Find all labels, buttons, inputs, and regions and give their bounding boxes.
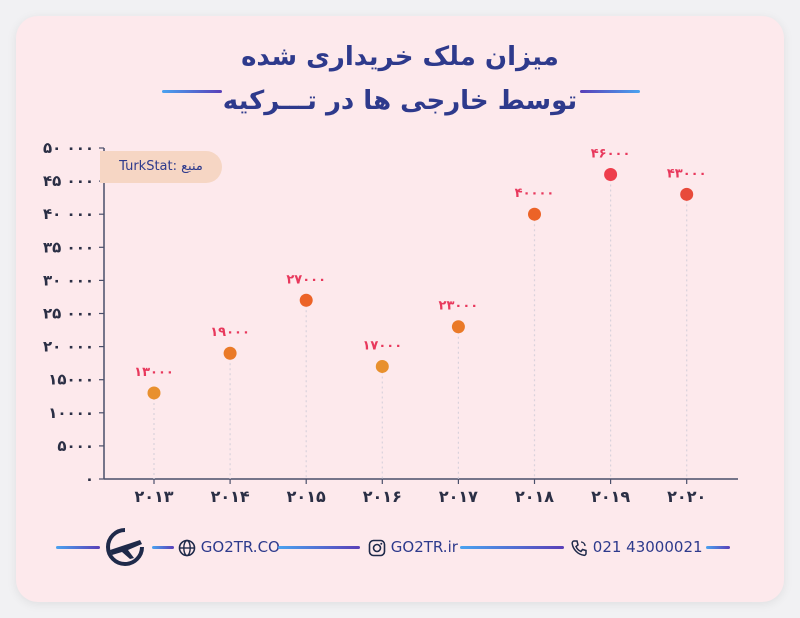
data-point (375, 359, 389, 373)
data-label: ۱۹۰۰۰ (210, 325, 250, 340)
globe-icon (178, 539, 196, 556)
y-tick-label: ۱۰۰۰۰ (48, 404, 94, 422)
x-tick-label: ۲۰۱۸ (515, 487, 554, 506)
x-tick-label: ۲۰۱۷ (439, 487, 478, 506)
footer-line-5 (706, 546, 730, 549)
x-tick-label: ۲۰۱۹ (591, 487, 630, 506)
phone-icon (571, 539, 587, 556)
footer-line-2 (152, 546, 174, 549)
data-point (299, 293, 313, 307)
chart-title-line2: توسط خارجی ها در تـــرکیه (222, 86, 578, 116)
chart-title-line1: میزان ملک خریداری شده (241, 42, 559, 72)
x-tick-label: ۲۰۱۶ (363, 487, 402, 506)
y-tick-label: ۵۰۰۰ (57, 437, 94, 455)
brand-logo (104, 528, 146, 566)
instagram-icon (368, 539, 386, 556)
data-label: ۴۳۰۰۰ (667, 166, 707, 181)
data-label: ۲۳۰۰۰ (439, 299, 479, 314)
x-tick-label: ۲۰۲۰ (667, 487, 706, 506)
x-tick-label: ۲۰۱۴ (211, 487, 250, 506)
data-point (680, 187, 694, 201)
y-tick-label: ۴۰ ۰۰۰ (43, 205, 94, 223)
phone-text: 021 43000021 (592, 538, 703, 556)
y-tick-label: ۵۰ ۰۰۰ (43, 139, 94, 157)
source-badge: منبع :TurkStat (100, 151, 222, 183)
data-label: ۴۰۰۰۰ (515, 186, 555, 201)
y-tick-label: ۲۰ ۰۰۰ (43, 338, 94, 356)
data-label: ۱۳۰۰۰ (134, 365, 174, 380)
data-point (528, 207, 541, 221)
plane-logo-icon (106, 528, 144, 566)
y-tick-label: ۰ (85, 470, 94, 488)
footer-line-4 (460, 546, 564, 549)
x-tick-label: ۲۰۱۳ (134, 487, 173, 506)
footer-phone[interactable]: 021 43000021 (570, 534, 703, 560)
y-tick-label: ۳۵ ۰۰۰ (43, 238, 94, 256)
footer-line-3 (278, 546, 360, 549)
footer-instagram[interactable]: GO2TR.ir (368, 534, 458, 560)
title-deco-left-top (162, 90, 222, 93)
data-label: ۱۷۰۰۰ (362, 338, 402, 353)
y-tick-label: ۲۵ ۰۰۰ (43, 305, 94, 323)
data-point (223, 346, 237, 360)
title-deco-right-top (580, 90, 640, 93)
y-tick-label: ۱۵۰۰۰ (48, 371, 94, 389)
website-text: GO2TR.CO (200, 538, 280, 556)
data-point (604, 167, 618, 181)
data-point (147, 386, 161, 400)
y-tick-label: ۴۵ ۰۰۰ (43, 172, 94, 190)
card-container (16, 16, 784, 602)
data-point (451, 320, 465, 334)
footer-website[interactable]: GO2TR.CO (178, 534, 280, 560)
footer-line-1 (56, 546, 100, 549)
instagram-text: GO2TR.ir (390, 538, 458, 556)
y-tick-label: ۳۰ ۰۰۰ (43, 271, 94, 289)
data-label: ۲۷۰۰۰ (286, 272, 326, 287)
x-tick-label: ۲۰۱۵ (287, 487, 326, 506)
data-label: ۴۶۰۰۰ (591, 146, 631, 161)
